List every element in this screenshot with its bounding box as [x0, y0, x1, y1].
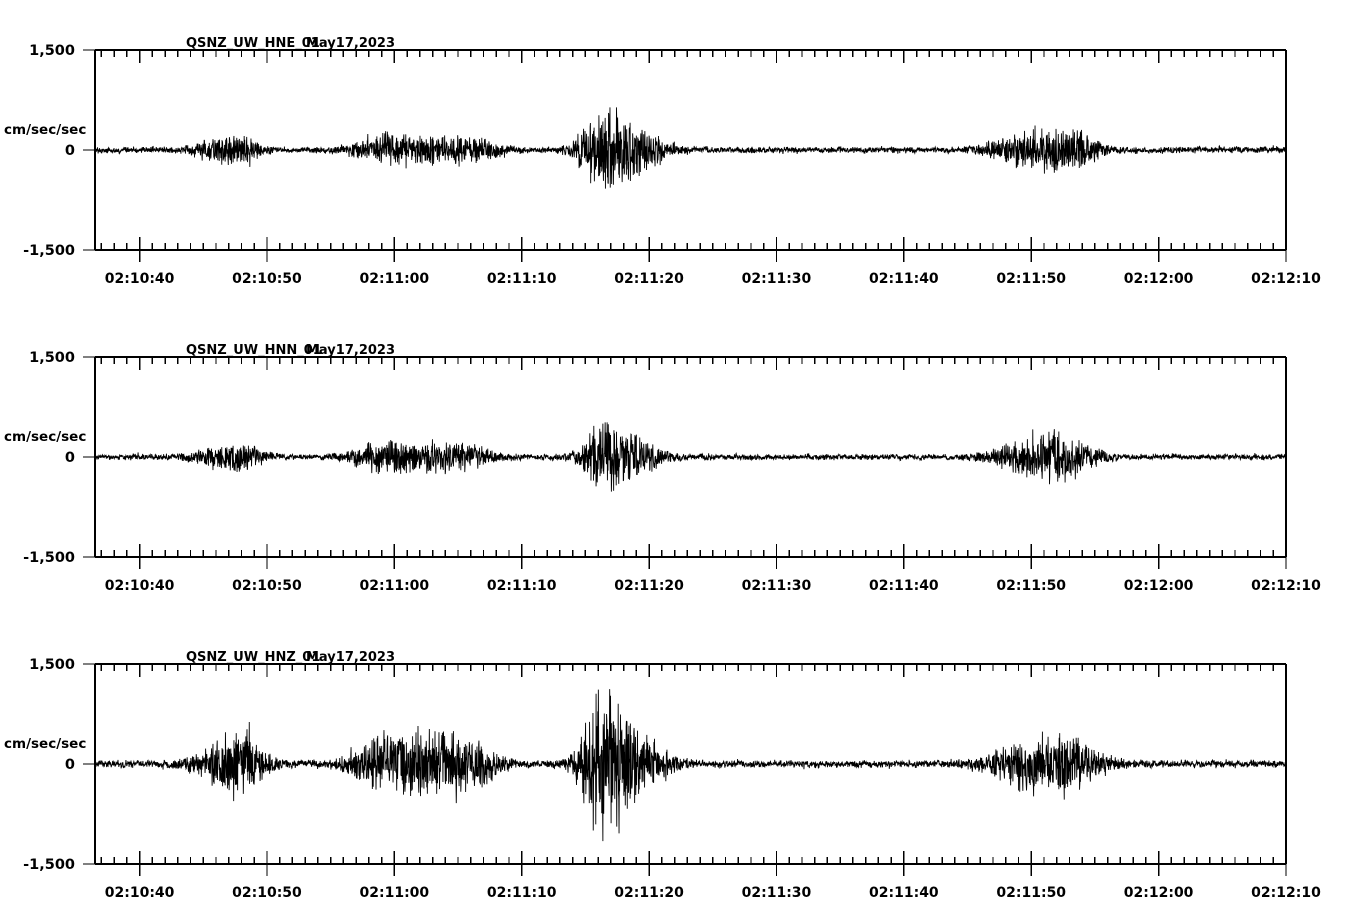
x-axis-tick-label: 02:11:40: [869, 885, 939, 901]
x-axis-tick-label: 02:10:50: [232, 885, 302, 901]
axis-ticks: [83, 663, 1287, 876]
x-axis-tick-label: 02:11:50: [996, 885, 1066, 901]
x-axis-tick-label: 02:11:10: [487, 271, 557, 287]
x-axis-tick-label: 02:11:30: [742, 578, 812, 594]
x-axis-tick-label: 02:11:10: [487, 885, 557, 901]
y-axis-label-zero: 0: [65, 757, 75, 773]
x-axis-tick-label: 02:11:00: [360, 578, 430, 594]
axis-ticks: [83, 49, 1287, 262]
x-axis-tick-label: 02:11:20: [614, 271, 684, 287]
panel-title-date: May17,2023: [306, 343, 395, 358]
x-axis-tick-label: 02:12:00: [1124, 271, 1194, 287]
seismogram-panel: QSNZ_UW_HNN_01 May17,2023 1,500 0 -1,500 cm/s…: [0, 317, 1358, 607]
panel-title-date: May17,2023: [306, 650, 395, 665]
y-axis-label-min: -1,500: [23, 550, 75, 566]
panel-title-station: QSNZ_UW_HNN_01: [186, 343, 322, 358]
x-axis-tick-label: 02:12:10: [1251, 578, 1321, 594]
y-axis-label-min: -1,500: [23, 243, 75, 259]
panel-title-station: QSNZ_UW_HNE_01: [186, 36, 320, 51]
x-axis-tick-label: 02:10:40: [105, 578, 175, 594]
x-axis-tick-label: 02:10:50: [232, 578, 302, 594]
seismogram-panel: QSNZ_UW_HNE_01 May17,2023 1,500 0 -1,500 cm/s…: [0, 10, 1358, 300]
x-axis-tick-label: 02:11:30: [742, 885, 812, 901]
x-axis-tick-label: 02:11:40: [869, 578, 939, 594]
x-axis-tick-label: 02:10:40: [105, 885, 175, 901]
x-axis-tick-label: 02:11:50: [996, 578, 1066, 594]
x-axis-tick-label: 02:12:00: [1124, 885, 1194, 901]
y-axis-units-label: cm/sec/sec: [4, 736, 86, 752]
x-axis-tick-label: 02:11:30: [742, 271, 812, 287]
panel-title-station: QSNZ_UW_HNZ_01: [186, 650, 320, 665]
y-axis-label-max: 1,500: [29, 43, 75, 59]
waveform-trace: [94, 107, 1287, 189]
y-axis-label-zero: 0: [65, 143, 75, 159]
y-axis-units-label: cm/sec/sec: [4, 429, 86, 445]
panel-title-date: May17,2023: [306, 36, 395, 51]
x-axis-tick-label: 02:11:20: [614, 885, 684, 901]
x-axis-tick-label: 02:12:00: [1124, 578, 1194, 594]
x-axis-tick-label: 02:11:50: [996, 271, 1066, 287]
x-axis-tick-label: 02:10:50: [232, 271, 302, 287]
y-axis-label-min: -1,500: [23, 857, 75, 873]
seismogram-panel: QSNZ_UW_HNZ_01 May17,2023 1,500 0 -1,500 cm/s…: [0, 624, 1358, 914]
y-axis-label-zero: 0: [65, 450, 75, 466]
y-axis-units-label: cm/sec/sec: [4, 122, 86, 138]
waveform-trace: [94, 689, 1287, 842]
x-axis-tick-label: 02:11:10: [487, 578, 557, 594]
x-axis-tick-label: 02:10:40: [105, 271, 175, 287]
plot-frame: [94, 356, 1287, 558]
waveform-trace: [94, 422, 1287, 492]
x-axis-tick-label: 02:11:00: [360, 885, 430, 901]
x-axis-tick-label: 02:11:00: [360, 271, 430, 287]
axis-ticks: [83, 356, 1287, 569]
x-axis-tick-label: 02:12:10: [1251, 885, 1321, 901]
y-axis-label-max: 1,500: [29, 657, 75, 673]
x-axis-tick-label: 02:11:40: [869, 271, 939, 287]
y-axis-label-max: 1,500: [29, 350, 75, 366]
x-axis-tick-label: 02:11:20: [614, 578, 684, 594]
x-axis-tick-label: 02:12:10: [1251, 271, 1321, 287]
